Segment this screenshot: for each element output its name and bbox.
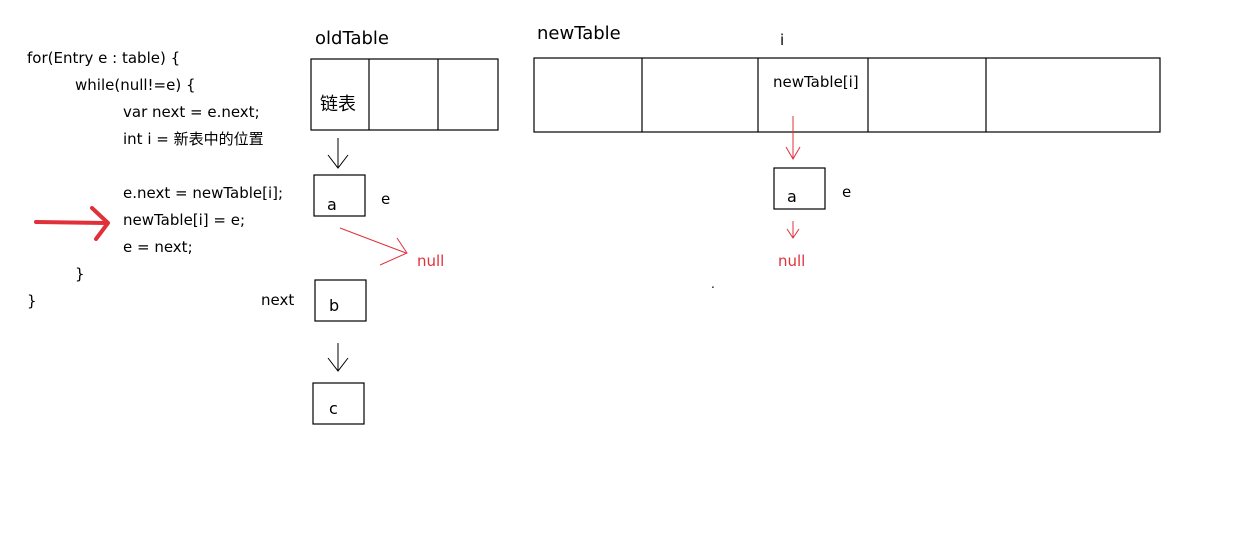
- old-table-title: oldTable: [315, 28, 389, 49]
- code-line-5: e.next = newTable[i];: [123, 184, 284, 202]
- new-table-slot-label: newTable[i]: [773, 73, 859, 91]
- arrow-down-red-icon: [785, 116, 801, 160]
- stray-dot: .: [711, 277, 715, 291]
- old-null-label: null: [417, 252, 445, 270]
- new-node-a-label: a: [787, 187, 797, 206]
- arrow-down-icon: [327, 138, 349, 169]
- new-table: [533, 57, 1161, 133]
- code-line-7: e = next;: [123, 238, 193, 256]
- code-line-3: var next = e.next;: [123, 103, 260, 121]
- old-pointer-e: e: [381, 190, 391, 208]
- new-table-index-label: i: [780, 31, 785, 49]
- old-node-a-box: [313, 174, 366, 217]
- current-line-arrow-icon: [34, 206, 110, 241]
- code-line-2: while(null!=e) {: [75, 76, 196, 94]
- old-table-first-cell-label: 链表: [320, 94, 356, 115]
- arrow-to-null-icon: [339, 227, 408, 266]
- new-table-title: newTable: [537, 23, 621, 44]
- old-pointer-next: next: [261, 291, 295, 309]
- arrow-down-red-icon: [786, 221, 800, 239]
- new-null-label: null: [778, 252, 806, 270]
- code-line-4: int i = 新表中的位置: [123, 130, 264, 148]
- code-line-9: }: [27, 292, 37, 310]
- code-line-8: }: [75, 265, 85, 283]
- old-node-b-box: [314, 279, 367, 322]
- old-table: [310, 58, 499, 131]
- new-node-a-box: [773, 167, 826, 210]
- old-node-a-label: a: [327, 195, 337, 214]
- code-line-1: for(Entry e : table) {: [27, 49, 181, 67]
- new-pointer-e: e: [842, 183, 852, 201]
- arrow-down-icon: [327, 343, 349, 372]
- code-line-6: newTable[i] = e;: [123, 211, 246, 229]
- old-node-c-label: c: [329, 399, 338, 418]
- old-node-b-label: b: [329, 296, 340, 315]
- old-node-c-box: [312, 382, 365, 425]
